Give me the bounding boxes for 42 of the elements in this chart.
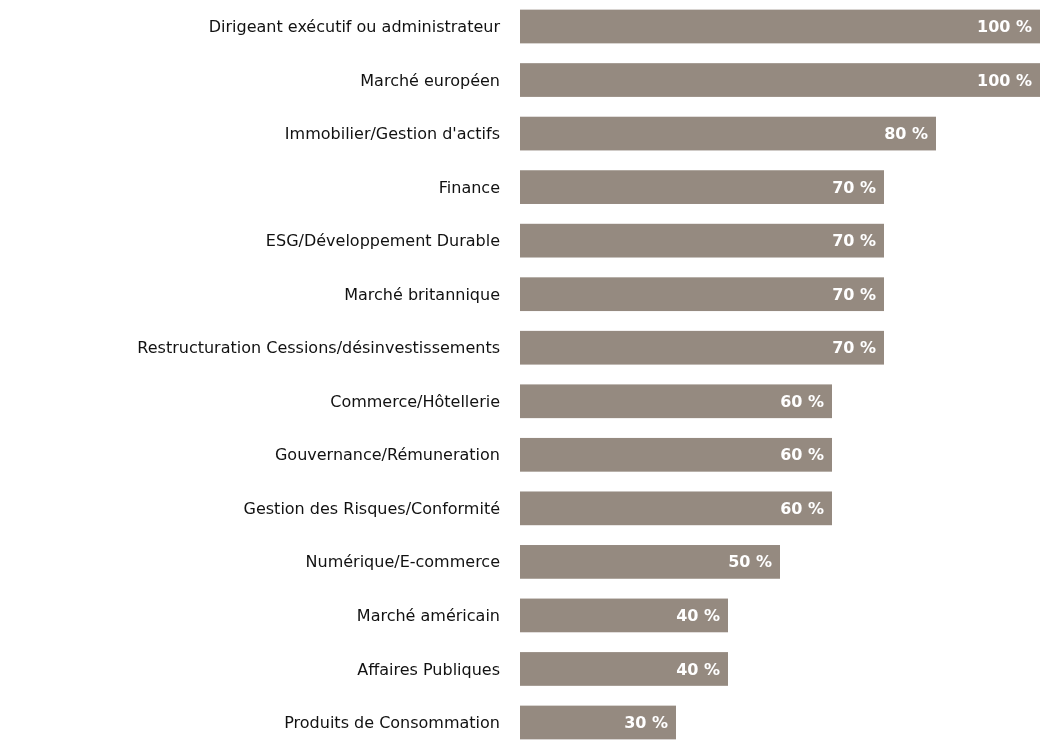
data-label: 50 % [728, 552, 772, 572]
data-label: 70 % [832, 231, 876, 251]
data-label: 60 % [780, 391, 824, 411]
data-label: 100 % [977, 70, 1032, 90]
bar [520, 116, 936, 151]
bar [520, 705, 676, 740]
y-tick-label: Finance [438, 177, 500, 197]
y-tick-label: Numérique/E-commerce [305, 552, 500, 572]
bar [520, 598, 728, 633]
bar [520, 9, 1040, 44]
data-label: 70 % [832, 338, 876, 358]
y-tick-label: ESG/Développement Durable [265, 231, 500, 251]
data-label: 60 % [780, 445, 824, 465]
bar [520, 63, 1040, 97]
y-tick-label: Immobilier/Gestion d'actifs [284, 124, 500, 144]
y-tick-label: Affaires Publiques [357, 659, 500, 679]
bar [520, 330, 884, 365]
y-tick-label: Marché européen [360, 70, 500, 90]
bar [520, 223, 884, 258]
y-tick-label: Produits de Consommation [284, 713, 500, 733]
bar [520, 491, 832, 526]
data-label: 70 % [832, 284, 876, 304]
y-tick-label: Restructuration Cessions/désinvestissements [137, 338, 500, 358]
bar [520, 437, 832, 472]
y-tick-label: Commerce/Hôtellerie [330, 391, 500, 411]
data-label: 60 % [780, 498, 824, 518]
data-label: 30 % [624, 713, 668, 733]
data-label: 40 % [676, 606, 720, 626]
bar [520, 277, 884, 312]
y-tick-label: Marché américain [356, 606, 500, 626]
data-label: 80 % [884, 124, 928, 144]
y-tick-label: Marché britannique [344, 284, 500, 304]
data-label: 100 % [977, 17, 1032, 37]
data-label: 70 % [832, 177, 876, 197]
y-tick-label: Gestion des Risques/Conformité [243, 498, 500, 518]
bar [520, 170, 884, 204]
bar [520, 384, 832, 419]
y-tick-label: Dirigeant exécutif ou administrateur [208, 17, 501, 37]
bar [520, 652, 728, 686]
data-label: 40 % [676, 659, 720, 679]
bar [520, 545, 780, 579]
y-tick-label: Gouvernance/Rémuneration [274, 445, 500, 465]
